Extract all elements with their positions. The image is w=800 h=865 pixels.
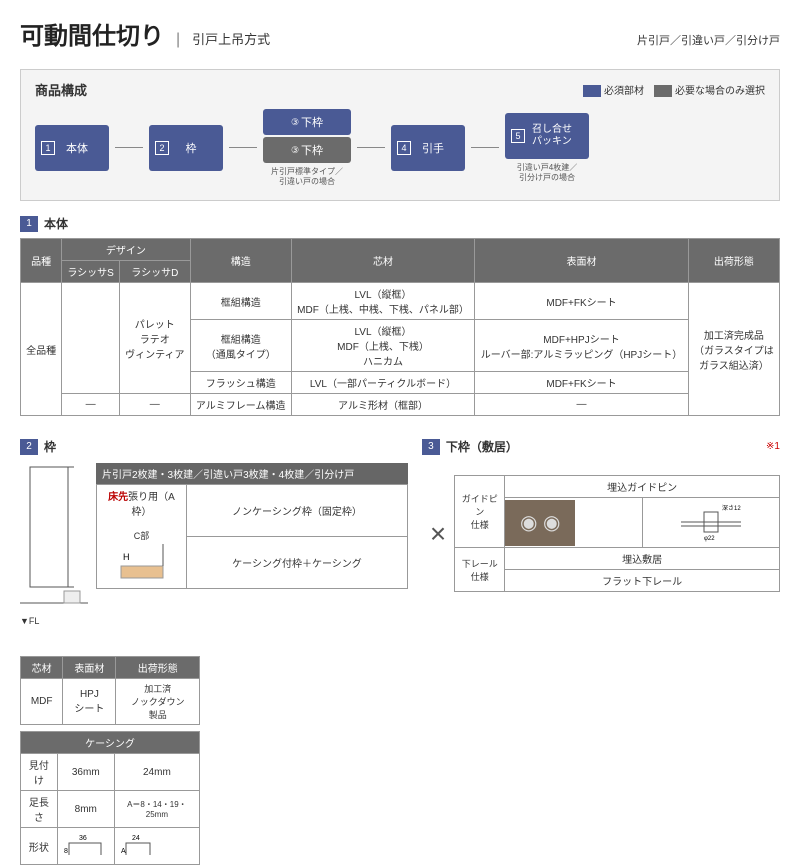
th-design: デザイン (62, 239, 190, 261)
flow-node-5-group: 5召し合せ パッキン 引違い戸4枚建／ 引分け戸の場合 (505, 113, 589, 182)
rail-label: 下レール 仕様 (455, 548, 505, 592)
td-r2-struct: 框組構造 （通風タイプ） (190, 320, 291, 372)
td-dash1: — (62, 394, 120, 416)
td-r4-struct: アルミフレーム構造 (190, 394, 291, 416)
flow-node-3b: ③下枠 (263, 137, 351, 163)
bottom-frame-table: ガイドピン 仕様 埋込ガイドピン ◉ ◉ 深さ12 φ22 下レール 仕様 埋込敷… (454, 475, 780, 592)
th-ship: 出荷形態 (688, 239, 779, 283)
guide-pin-label: ガイドピン 仕様 (455, 476, 505, 548)
td-r1-core: LVL（縦框） MDF（上桟、中桟、下桟、パネル部） (291, 283, 475, 320)
section-3-badge: 3 (422, 439, 440, 455)
th-surface: 表面材 (475, 239, 688, 283)
flow-node-3-group: ③下枠 ③下枠 片引戸標準タイプ／ 引違い戸の場合 (263, 109, 351, 186)
guide-pin-drawing: 深さ12 φ22 (676, 498, 746, 544)
section-3-note: ※1 (766, 441, 780, 452)
floor-label-red: 床先 (108, 492, 128, 503)
td-designs: パレット ラテオ ヴィンティア (119, 283, 190, 394)
th-lasissa-d: ラシッサD (119, 261, 190, 283)
rail-option-1: 埋込敷居 (505, 548, 780, 570)
section-3-header: 3 下枠（敷居） ※1 (422, 438, 780, 455)
svg-text:24: 24 (132, 835, 140, 842)
td-all-kinds: 全品種 (21, 283, 62, 416)
cross-icon: × (422, 518, 454, 550)
td-r3-struct: フラッシュ構造 (190, 372, 291, 394)
flow-caption-3: 片引戸標準タイプ／ 引違い戸の場合 (271, 167, 343, 186)
fl-label: ▼FL (20, 616, 88, 626)
frame-tab-header: 片引戸2枚建・3枚建／引違い戸3枚建・4枚建／引分け戸 (96, 463, 408, 484)
flow-node-2: 2枠 (149, 125, 223, 171)
td-dash2: — (119, 394, 190, 416)
legend-optional-label: 必要な場合のみ選択 (675, 86, 765, 97)
legend: 必須部材 必要な場合のみ選択 (583, 82, 765, 97)
svg-text:A: A (121, 848, 126, 855)
flow-connector (357, 147, 385, 148)
th-lasissa-s: ラシッサS (62, 261, 120, 283)
section-1-header: 1 本体 (20, 215, 780, 232)
section-1-title: 本体 (44, 215, 68, 232)
legend-required-label: 必須部材 (604, 86, 644, 97)
c-part-label: C部 (134, 531, 150, 541)
legend-required-swatch (583, 85, 601, 97)
door-figure: ▼FL (20, 463, 88, 626)
material-mini-table: 芯材表面材出荷形態 MDFHPJ シート加工済 ノックダウン 製品 (20, 656, 200, 725)
frame-option-1: ノンケーシング枠（固定枠） (187, 485, 408, 537)
svg-text:深さ12: 深さ12 (722, 504, 741, 512)
section-2-title: 枠 (44, 438, 56, 455)
guide-pin-photo: ◉ ◉ (505, 500, 575, 546)
section-2-header: 2 枠 (20, 438, 408, 455)
frame-option-2: ケーシング付枠＋ケーシング (187, 537, 408, 589)
td-r3-surface: MDF+FKシート (475, 372, 688, 394)
flow-diagram: 1本体 2枠 ③下枠 ③下枠 片引戸標準タイプ／ 引違い戸の場合 4引手 5召し… (35, 109, 765, 186)
section-2-badge: 2 (20, 439, 38, 455)
flow-node-1: 1本体 (35, 125, 109, 171)
flow-caption-5: 引違い戸4枚建／ 引分け戸の場合 (517, 163, 577, 182)
th-core: 芯材 (291, 239, 475, 283)
floor-label-suffix: 張り用（A枠） (128, 492, 175, 518)
legend-optional-swatch (654, 85, 672, 97)
page-variants: 片引戸／引違い戸／引分け戸 (637, 32, 780, 48)
section-1-badge: 1 (20, 216, 38, 232)
td-r2-core: LVL（縦框） MDF（上桟、下桟） ハニカム (291, 320, 475, 372)
rail-option-2: フラット下レール (505, 570, 780, 592)
page-header: 可動間仕切り | 引戸上吊方式 片引戸／引違い戸／引分け戸 (20, 16, 780, 51)
casing-mini-table: ケーシング 見付け36mm24mm 足長さ8mmA＝8・14・19・25mm 形… (20, 731, 200, 865)
td-r2-surface: MDF+HPJシート ルーバー部:アルミラッピング（HPJシート） (475, 320, 688, 372)
svg-text:8: 8 (64, 848, 68, 855)
th-kind: 品種 (21, 239, 62, 283)
svg-text:φ22: φ22 (704, 536, 715, 542)
flow-connector (471, 147, 499, 148)
page-subtitle: 引戸上吊方式 (192, 29, 270, 48)
flow-connector (229, 147, 257, 148)
page-title: 可動間仕切り (20, 16, 164, 51)
section-3-title: 下枠（敷居） (446, 438, 518, 455)
h-dim-label: H (123, 552, 130, 562)
th-struct: 構造 (190, 239, 291, 283)
td-ship: 加工済完成品 （ガラスタイプは ガラス組込済） (688, 283, 779, 416)
td-r4-core: アルミ形材（框部） (291, 394, 475, 416)
composition-title: 商品構成 (35, 80, 87, 99)
spec-table-1: 品種 デザイン 構造 芯材 表面材 出荷形態 ラシッサS ラシッサD 全品種 パ… (20, 238, 780, 416)
flow-connector (115, 147, 143, 148)
flow-node-3a: ③下枠 (263, 109, 351, 135)
td-r3-core: LVL（一部パーティクルボード） (291, 372, 475, 394)
svg-text:36: 36 (79, 835, 87, 842)
title-separator: | (176, 31, 180, 49)
composition-section: 商品構成 必須部材 必要な場合のみ選択 1本体 2枠 ③下枠 ③下枠 片引戸標準… (20, 69, 780, 201)
td-r4-surface: — (475, 394, 688, 416)
flow-node-4: 4引手 (391, 125, 465, 171)
td-r1-struct: 框組構造 (190, 283, 291, 320)
td-r1-surface: MDF+FKシート (475, 283, 688, 320)
flow-node-5: 5召し合せ パッキン (505, 113, 589, 159)
guide-pin-header: 埋込ガイドピン (505, 476, 780, 498)
